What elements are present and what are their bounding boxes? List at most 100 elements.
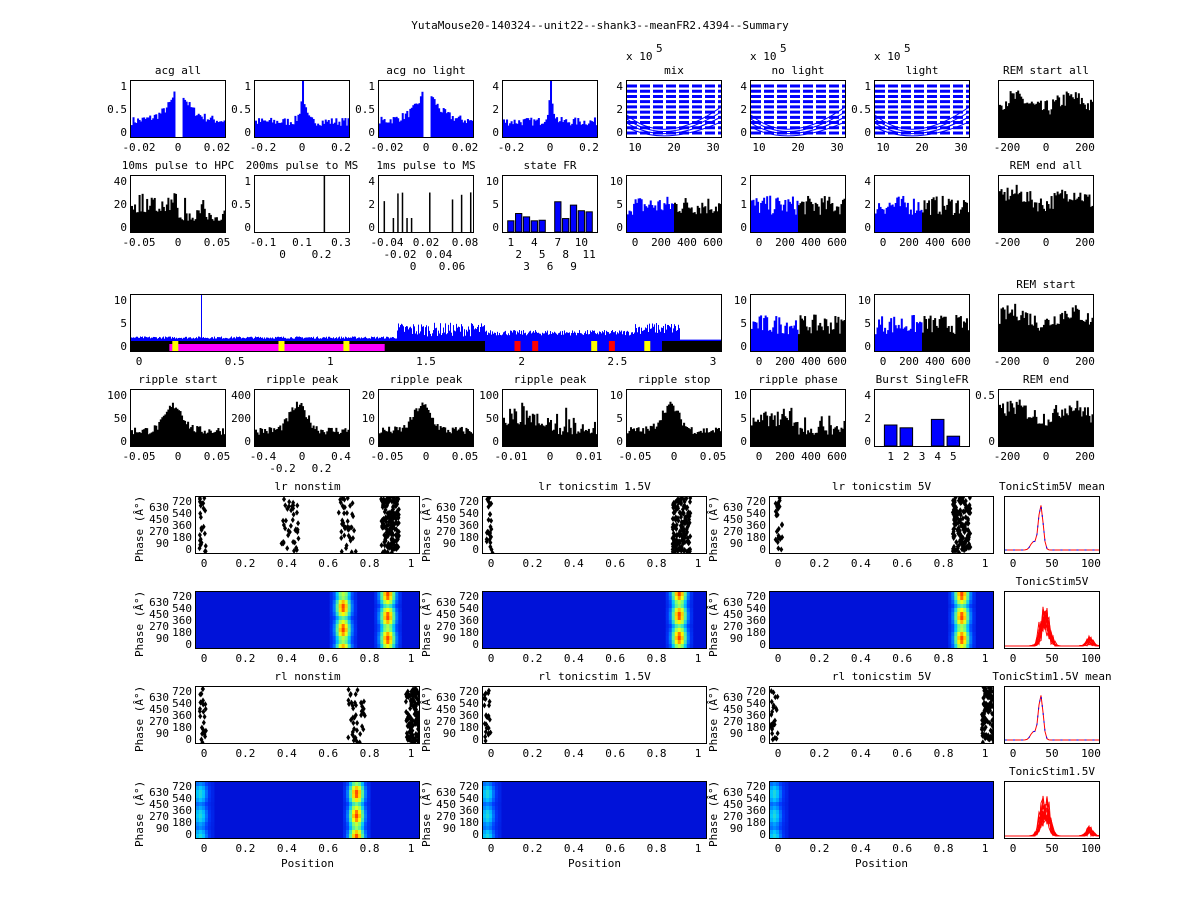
x-tick-label: 0.4 [850,557,871,570]
heatmap-cell [374,608,378,613]
bar [1012,315,1015,351]
bar [770,331,773,351]
plot-area [483,592,706,648]
bar [1049,208,1052,232]
spike-marker [198,502,203,509]
spike-marker [965,519,970,526]
heatmap-cell [494,814,499,819]
heatmap-cell [361,826,365,831]
heatmap-cell [367,822,371,827]
bar [1061,104,1064,137]
spike-marker [408,733,413,740]
bar [159,419,162,446]
bar [132,117,135,137]
bar [804,214,807,232]
y-tick-label: 0 [864,220,871,234]
bar [825,430,828,446]
bar [339,125,342,137]
bar [1058,194,1061,232]
subplot-burst-singlefr [874,389,970,447]
subplot-rem-end [998,389,1094,447]
spike-marker [197,497,202,502]
x-tick-label: -0.05 [370,450,404,463]
bar [131,430,134,446]
spike-marker [963,498,968,505]
heatmap-cell [775,810,780,815]
bar [692,434,695,446]
bar [159,210,162,232]
heatmap-cell [389,608,393,613]
subplot-tonicstim1-5v [1004,781,1100,839]
bar [1073,311,1076,351]
subplot-title: no light [771,64,825,77]
spike-marker [987,719,992,726]
y-tick-label: 450 [436,512,456,526]
heatmap-cell [963,592,967,597]
y-tick-label: 630 [723,595,743,609]
bar [330,118,333,137]
heatmap-cell [355,790,359,795]
bar [261,428,264,446]
waveform-trace [875,106,969,130]
bar [292,410,295,446]
bar [563,120,566,137]
bar [1024,202,1027,232]
bar [653,326,654,351]
spike-marker [403,698,408,705]
heatmap-cell [668,620,673,625]
bar [473,325,474,351]
bar [185,101,188,137]
x-tick-label: 30 [830,141,844,154]
heatmap-cell [361,794,365,799]
bar [158,421,161,446]
heatmap-cell [948,620,952,625]
bar [206,219,209,232]
plot-area [883,418,961,446]
spike-marker [777,503,782,510]
bar [914,213,917,232]
bar [630,211,633,232]
heatmap-cell [689,596,694,601]
x-tick-label: 200 [775,236,795,249]
bar [805,434,808,446]
bar [509,123,512,137]
heatmap-cell [380,608,384,613]
spike-marker [685,520,690,527]
subplot-acg-no-light [378,80,474,138]
bar [1038,102,1041,137]
bar [1062,415,1065,446]
heatmap-cell [781,802,786,807]
heatmap-cell [951,636,955,641]
spike-marker [416,731,419,738]
bar [658,420,661,446]
spike-marker [681,503,686,510]
bar [391,433,394,446]
heatmap-cell [772,822,777,827]
heatmap-cell [784,786,789,791]
bar [389,431,392,446]
heatmap-cell [960,600,964,605]
bar [530,330,531,351]
bar [923,200,926,232]
heatmap-cell [361,790,365,795]
spike-marker [281,522,286,529]
x-tick-label: 1 [694,557,702,570]
heatmap-cell [770,830,774,835]
bar [144,118,147,137]
y-tick-label: 0 [740,125,747,139]
bar [928,200,931,232]
bar [1080,200,1083,232]
heatmap-cell [201,802,206,807]
spike-marker [287,529,292,536]
bar [1021,201,1024,232]
bar [652,423,655,446]
y-tick-label: 180 [459,815,479,829]
heatmap-cell [335,624,340,629]
heatmap-cell [488,826,493,831]
x-tick-label: 0.02 [451,141,479,154]
heatmap-cell [377,608,381,613]
x-tick-label: -0.02 [383,248,417,261]
bar [1029,103,1032,137]
heatmap-cell [196,794,200,799]
state-mark [343,341,350,351]
